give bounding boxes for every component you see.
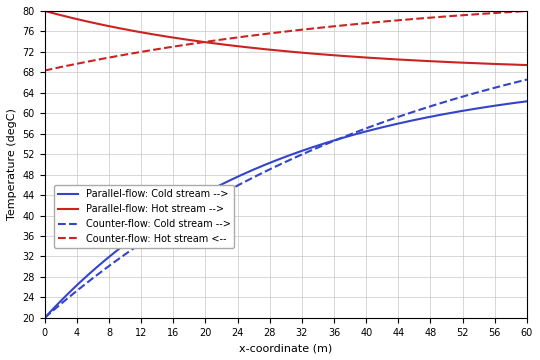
Counter-flow: Cold stream -->: (60, 66.6): Cold stream -->: (60, 66.6) [524,77,530,82]
Counter-flow: Hot stream <--: (35.7, 77): Hot stream <--: (35.7, 77) [328,24,335,29]
Counter-flow: Hot stream <--: (32.5, 76.4): Hot stream <--: (32.5, 76.4) [302,27,309,31]
Y-axis label: Temperature (degC): Temperature (degC) [7,108,17,220]
Parallel-flow: Hot stream -->: (28.5, 72.3): Hot stream -->: (28.5, 72.3) [271,48,277,52]
Legend: Parallel-flow: Cold stream -->, Parallel-flow: Hot stream -->, Counter-flow: Col: Parallel-flow: Cold stream -->, Parallel… [55,185,234,248]
Line: Parallel-flow: Cold stream -->: Parallel-flow: Cold stream --> [45,101,527,318]
Parallel-flow: Cold stream -->: (58.6, 62): Cold stream -->: (58.6, 62) [512,101,518,105]
Parallel-flow: Cold stream -->: (49.2, 59.7): Cold stream -->: (49.2, 59.7) [437,113,443,117]
Line: Counter-flow: Hot stream <--: Counter-flow: Hot stream <-- [45,11,527,71]
Counter-flow: Hot stream <--: (60, 80): Hot stream <--: (60, 80) [524,9,530,13]
Counter-flow: Hot stream <--: (28.9, 75.8): Hot stream <--: (28.9, 75.8) [273,30,280,35]
Counter-flow: Cold stream -->: (32.5, 52.3): Cold stream -->: (32.5, 52.3) [302,151,309,155]
Counter-flow: Cold stream -->: (35.7, 54.4): Cold stream -->: (35.7, 54.4) [328,140,335,144]
Parallel-flow: Cold stream -->: (60, 62.3): Cold stream -->: (60, 62.3) [524,99,530,103]
Counter-flow: Hot stream <--: (28.5, 75.7): Hot stream <--: (28.5, 75.7) [271,31,277,35]
Parallel-flow: Cold stream -->: (32.5, 52.9): Cold stream -->: (32.5, 52.9) [302,147,309,152]
Parallel-flow: Hot stream -->: (49.2, 70.1): Hot stream -->: (49.2, 70.1) [437,59,443,64]
Counter-flow: Cold stream -->: (28.5, 49.4): Cold stream -->: (28.5, 49.4) [271,165,277,170]
Counter-flow: Hot stream <--: (58.6, 79.9): Hot stream <--: (58.6, 79.9) [512,9,518,14]
Parallel-flow: Hot stream -->: (58.6, 69.5): Hot stream -->: (58.6, 69.5) [512,63,518,67]
Counter-flow: Hot stream <--: (49.2, 78.8): Hot stream <--: (49.2, 78.8) [437,15,443,19]
Parallel-flow: Cold stream -->: (28.5, 50.6): Cold stream -->: (28.5, 50.6) [271,159,277,163]
Parallel-flow: Hot stream -->: (28.9, 72.3): Hot stream -->: (28.9, 72.3) [273,48,280,53]
X-axis label: x-coordinate (m): x-coordinate (m) [239,343,333,353]
Line: Counter-flow: Cold stream -->: Counter-flow: Cold stream --> [45,80,527,318]
Counter-flow: Hot stream <--: (0, 68.4): Hot stream <--: (0, 68.4) [42,68,48,73]
Counter-flow: Cold stream -->: (0, 20): Cold stream -->: (0, 20) [42,316,48,320]
Counter-flow: Cold stream -->: (28.9, 49.7): Cold stream -->: (28.9, 49.7) [273,164,280,168]
Counter-flow: Cold stream -->: (49.2, 61.9): Cold stream -->: (49.2, 61.9) [437,101,443,105]
Line: Parallel-flow: Hot stream -->: Parallel-flow: Hot stream --> [45,11,527,65]
Parallel-flow: Cold stream -->: (0, 20): Cold stream -->: (0, 20) [42,316,48,320]
Parallel-flow: Hot stream -->: (60, 69.4): Hot stream -->: (60, 69.4) [524,63,530,67]
Parallel-flow: Hot stream -->: (35.7, 71.4): Hot stream -->: (35.7, 71.4) [328,53,335,57]
Parallel-flow: Cold stream -->: (35.7, 54.5): Cold stream -->: (35.7, 54.5) [328,139,335,143]
Counter-flow: Cold stream -->: (58.6, 66): Cold stream -->: (58.6, 66) [512,80,518,85]
Parallel-flow: Hot stream -->: (0, 80): Hot stream -->: (0, 80) [42,9,48,13]
Parallel-flow: Cold stream -->: (28.9, 50.8): Cold stream -->: (28.9, 50.8) [273,158,280,162]
Parallel-flow: Hot stream -->: (32.5, 71.8): Hot stream -->: (32.5, 71.8) [302,51,309,55]
